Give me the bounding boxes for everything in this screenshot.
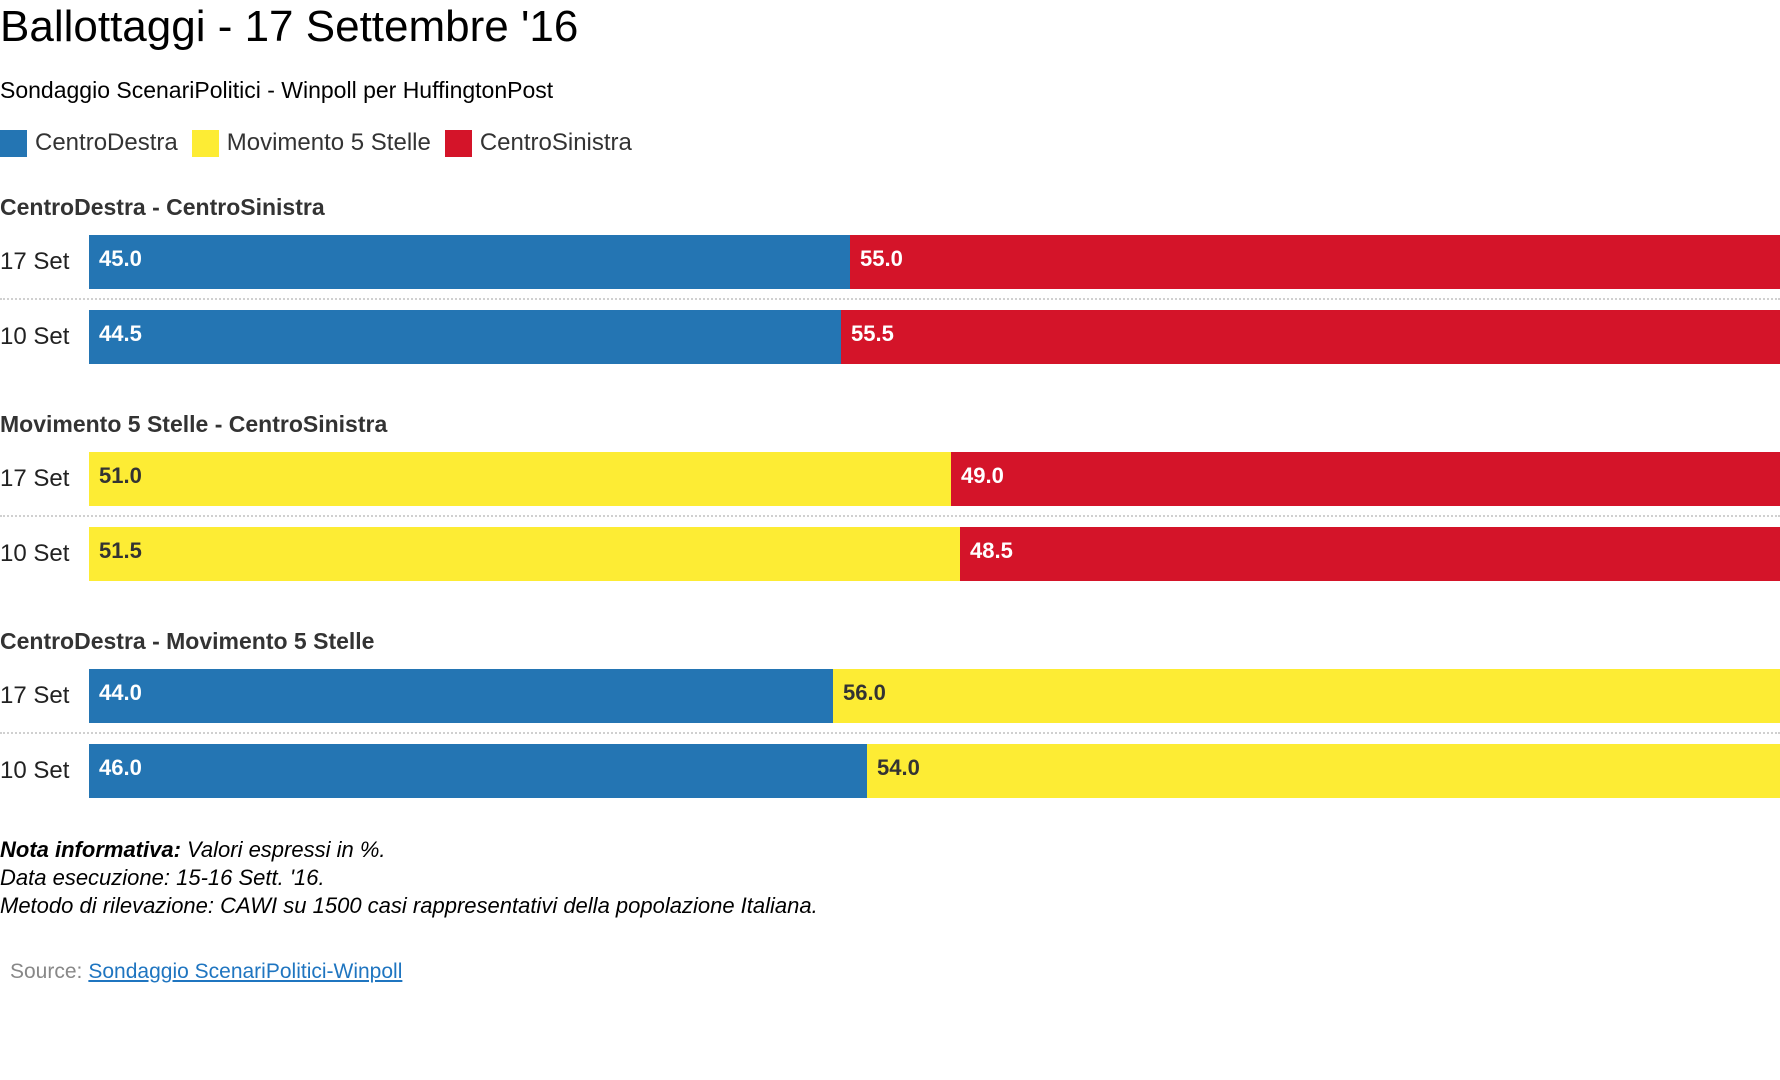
row-separator xyxy=(0,298,1780,300)
bar-segment: 46.0 xyxy=(89,744,867,798)
bar-segment: 56.0 xyxy=(833,669,1780,723)
chart-subtitle: Sondaggio ScenariPolitici - Winpoll per … xyxy=(0,77,554,103)
bar-group: CentroDestra - Movimento 5 Stelle 17 Set 4… xyxy=(0,626,1780,806)
bar-row: 10 Set 44.5 55.5 xyxy=(0,310,1780,364)
bar-track: 51.0 49.0 xyxy=(89,452,1780,506)
row-label: 17 Set xyxy=(0,465,70,492)
bar-track: 44.5 55.5 xyxy=(89,310,1780,364)
bar-segment: 44.0 xyxy=(89,669,833,723)
bar-value-label: 44.5 xyxy=(99,321,142,346)
info-notes: Nota informativa: Valori espressi in %. … xyxy=(0,836,818,920)
note-line-2: Data esecuzione: 15-16 Sett. '16. xyxy=(0,865,325,890)
legend-item-centrosinistra: CentroSinistra xyxy=(444,129,632,157)
bar-value-label: 44.0 xyxy=(99,680,142,705)
note-line-1: Nota informativa: Valori espressi in %. xyxy=(0,836,818,864)
bar-segment: 45.0 xyxy=(89,235,850,289)
bar-track: 46.0 54.0 xyxy=(89,744,1780,798)
bar-value-label: 54.0 xyxy=(877,755,920,780)
bar-row: 10 Set 46.0 54.0 xyxy=(0,744,1780,798)
row-separator xyxy=(0,515,1780,517)
bar-group: CentroDestra - CentroSinistra 17 Set 45.0 5… xyxy=(0,192,1780,372)
bar-track: 45.0 55.0 xyxy=(89,235,1780,289)
bar-row: 17 Set 45.0 55.0 xyxy=(0,235,1780,289)
bar-row: 10 Set 51.5 48.5 xyxy=(0,527,1780,581)
chart-title: Ballottaggi - 17 Settembre '16 xyxy=(0,2,579,51)
bar-row: 17 Set 44.0 56.0 xyxy=(0,669,1780,723)
legend-swatch-centrosinistra xyxy=(444,129,472,157)
bar-segment: 48.5 xyxy=(960,527,1780,581)
row-label: 10 Set xyxy=(0,757,70,784)
group-title: CentroDestra - CentroSinistra xyxy=(0,194,325,220)
bar-value-label: 45.0 xyxy=(99,246,142,271)
legend-item-movimento-5-stelle: Movimento 5 Stelle xyxy=(191,129,431,157)
bar-value-label: 56.0 xyxy=(843,680,886,705)
bar-value-label: 48.5 xyxy=(970,538,1013,563)
bar-group: Movimento 5 Stelle - CentroSinistra 17 Se… xyxy=(0,409,1780,589)
source-label: Source: xyxy=(10,960,83,983)
bar-value-label: 55.5 xyxy=(851,321,894,346)
bar-segment: 51.0 xyxy=(89,452,951,506)
bar-value-label: 51.5 xyxy=(99,538,142,563)
legend-swatch-centrodestra xyxy=(0,129,27,157)
row-label: 10 Set xyxy=(0,323,70,350)
note-line-3: Metodo di rilevazione: CAWI su 1500 casi… xyxy=(0,893,818,918)
bar-segment: 55.5 xyxy=(841,310,1780,364)
bar-value-label: 51.0 xyxy=(99,463,142,488)
legend-swatch-movimento-5-stelle xyxy=(191,129,219,157)
bar-value-label: 46.0 xyxy=(99,755,142,780)
legend-label-movimento-5-stelle: Movimento 5 Stelle xyxy=(226,129,431,156)
note-units: Valori espressi in %. xyxy=(180,837,386,862)
bar-track: 44.0 56.0 xyxy=(89,669,1780,723)
bar-segment: 44.5 xyxy=(89,310,841,364)
source-link[interactable]: Sondaggio ScenariPolitici-Winpoll xyxy=(88,960,403,983)
bar-segment: 51.5 xyxy=(89,527,960,581)
row-separator xyxy=(0,732,1780,734)
source-credit: Source: Sondaggio ScenariPolitici-Winpoll xyxy=(10,958,402,986)
bar-row: 17 Set 51.0 49.0 xyxy=(0,452,1780,506)
row-label: 10 Set xyxy=(0,540,70,567)
group-title: Movimento 5 Stelle - CentroSinistra xyxy=(0,411,388,437)
bar-segment: 49.0 xyxy=(951,452,1780,506)
legend-item-centrodestra: CentroDestra xyxy=(0,129,178,157)
bar-value-label: 55.0 xyxy=(860,246,903,271)
note-heading: Nota informativa: xyxy=(0,837,181,862)
bar-value-label: 49.0 xyxy=(961,463,1004,488)
legend: CentroDestra Movimento 5 Stelle CentroSi… xyxy=(0,128,646,158)
bar-segment: 54.0 xyxy=(867,744,1780,798)
bar-track: 51.5 48.5 xyxy=(89,527,1780,581)
row-label: 17 Set xyxy=(0,682,70,709)
group-title: CentroDestra - Movimento 5 Stelle xyxy=(0,628,375,654)
row-label: 17 Set xyxy=(0,248,70,275)
legend-label-centrosinistra: CentroSinistra xyxy=(479,129,632,156)
bar-segment: 55.0 xyxy=(850,235,1780,289)
legend-label-centrodestra: CentroDestra xyxy=(35,129,178,156)
